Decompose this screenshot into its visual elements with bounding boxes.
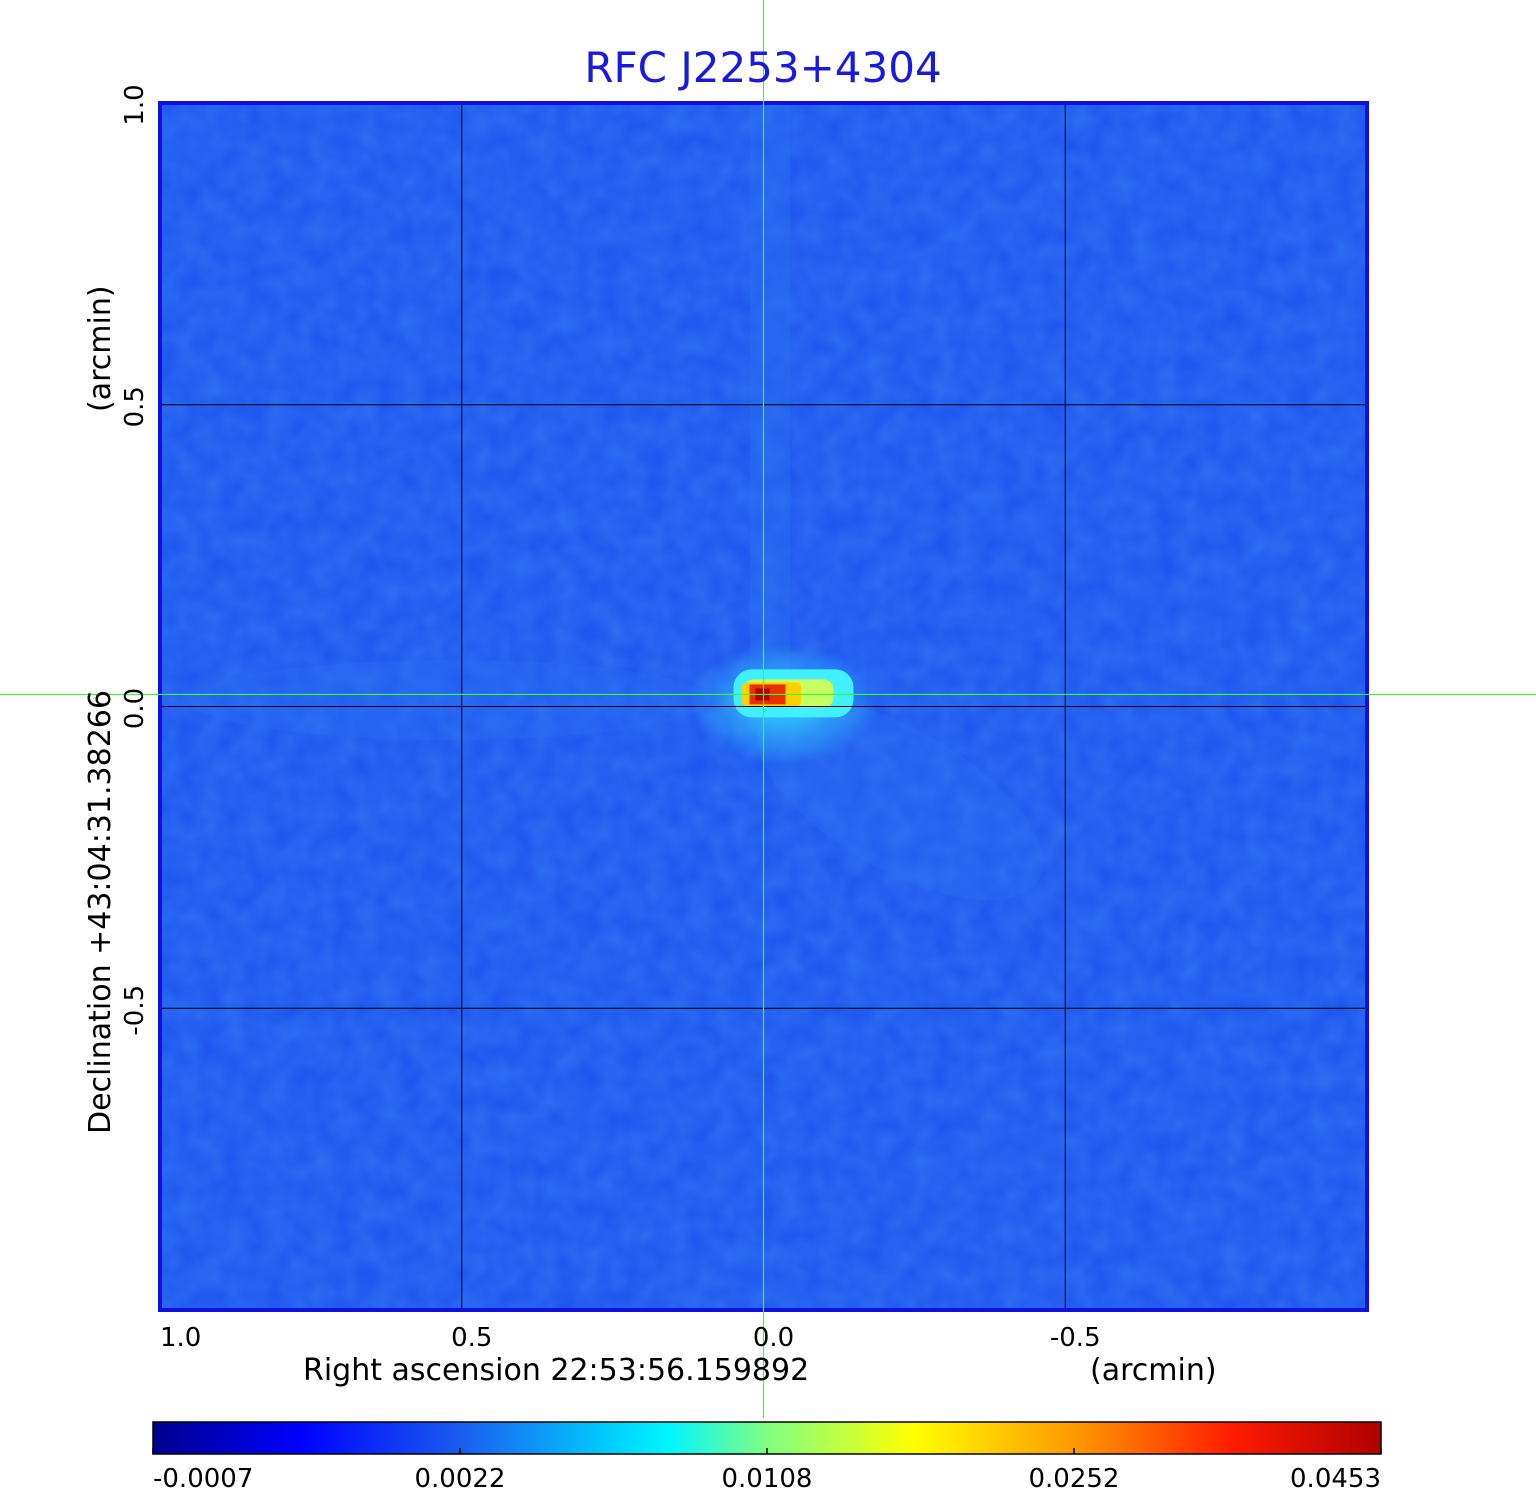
colorbar-tick-label: 0.0252 bbox=[1029, 1464, 1120, 1494]
y-tick-label: 0.0 bbox=[120, 688, 150, 729]
chart-title: RFC J2253+4304 bbox=[584, 43, 941, 92]
y-tick-label: 1.0 bbox=[120, 84, 150, 125]
colorbar-tick-labels: -0.0007 0.0022 0.0108 0.0252 0.0453 bbox=[152, 1448, 1382, 1494]
colorbar-tick-label: -0.0007 bbox=[153, 1464, 253, 1494]
colorbar-tick-label: 0.0453 bbox=[1290, 1464, 1381, 1494]
y-axis-label: Declination +43:04:31.38266 bbox=[83, 690, 118, 1134]
crosshair bbox=[0, 0, 1536, 1418]
y-tick-label: -0.5 bbox=[120, 985, 150, 1036]
y-tick-label: 0.5 bbox=[120, 386, 150, 427]
x-tick-label: 1.0 bbox=[160, 1323, 201, 1353]
x-tick-label: -0.5 bbox=[1050, 1323, 1101, 1353]
y-axis-unit: (arcmin) bbox=[83, 285, 118, 412]
x-tick-label: 0.0 bbox=[753, 1323, 794, 1353]
heatmap-source bbox=[688, 644, 879, 765]
y-tick-labels: 1.0 0.5 0.0 -0.5 bbox=[120, 84, 150, 1035]
x-axis-unit: (arcmin) bbox=[1090, 1353, 1217, 1388]
x-axis-label: Right ascension 22:53:56.159892 bbox=[303, 1353, 809, 1388]
x-tick-labels: 1.0 0.5 0.0 -0.5 bbox=[160, 1323, 1101, 1353]
colorbar-tick-label: 0.0108 bbox=[722, 1464, 813, 1494]
x-tick-label: 0.5 bbox=[451, 1323, 492, 1353]
colorbar-tick-label: 0.0022 bbox=[415, 1464, 506, 1494]
